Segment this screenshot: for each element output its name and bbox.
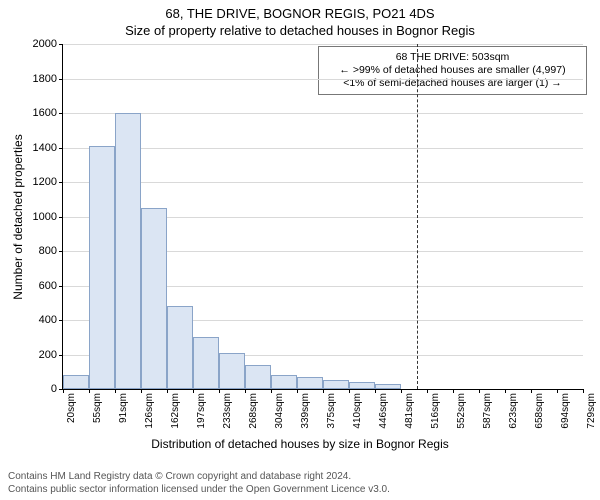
gridline — [63, 148, 583, 149]
annotation-box: 68 THE DRIVE: 503sqm ← >99% of detached … — [318, 46, 587, 95]
xtick-mark — [167, 389, 168, 393]
ytick-label: 0 — [51, 383, 63, 395]
y-axis-label: Number of detached properties — [11, 134, 25, 299]
ytick-label: 800 — [39, 245, 63, 257]
xtick-mark — [479, 389, 480, 393]
annotation-line-2: ← >99% of detached houses are smaller (4… — [325, 64, 580, 77]
xtick-label: 268sqm — [248, 393, 259, 429]
histogram-bar — [115, 113, 141, 389]
xtick-mark — [349, 389, 350, 393]
gridline — [63, 79, 583, 80]
histogram-bar — [323, 380, 349, 389]
gridline — [63, 113, 583, 114]
xtick-mark — [63, 389, 64, 393]
ytick-label: 1600 — [33, 107, 63, 119]
histogram-bar — [167, 306, 193, 389]
histogram-bar — [245, 365, 271, 389]
chart-title: 68, THE DRIVE, BOGNOR REGIS, PO21 4DS — [0, 6, 600, 21]
xtick-mark — [557, 389, 558, 393]
xtick-label: 729sqm — [586, 393, 597, 429]
xtick-mark — [505, 389, 506, 393]
ytick-label: 600 — [39, 280, 63, 292]
gridline — [63, 44, 583, 45]
xtick-label: 162sqm — [170, 393, 181, 429]
xtick-label: 694sqm — [560, 393, 571, 429]
ytick-label: 1200 — [33, 176, 63, 188]
reference-vline — [417, 44, 418, 389]
xtick-mark — [89, 389, 90, 393]
histogram-bar — [63, 375, 89, 389]
xtick-mark — [427, 389, 428, 393]
xtick-label: 55sqm — [92, 393, 103, 423]
attribution-line-2: Contains public sector information licen… — [8, 484, 390, 497]
xtick-mark — [219, 389, 220, 393]
xtick-mark — [453, 389, 454, 393]
histogram-bar — [375, 384, 401, 389]
xtick-mark — [375, 389, 376, 393]
histogram-bar — [297, 377, 323, 389]
xtick-label: 91sqm — [118, 393, 129, 423]
ytick-label: 1800 — [33, 73, 63, 85]
xtick-label: 516sqm — [430, 393, 441, 429]
xtick-label: 339sqm — [300, 393, 311, 429]
ytick-label: 1400 — [33, 142, 63, 154]
histogram-bar — [193, 337, 219, 389]
attribution-footer: Contains HM Land Registry data © Crown c… — [8, 471, 390, 496]
xtick-mark — [323, 389, 324, 393]
annotation-line-1: 68 THE DRIVE: 503sqm — [325, 51, 580, 64]
xtick-label: 375sqm — [326, 393, 337, 429]
xtick-label: 658sqm — [534, 393, 545, 429]
ytick-label: 200 — [39, 349, 63, 361]
xtick-label: 410sqm — [352, 393, 363, 429]
xtick-mark — [271, 389, 272, 393]
xtick-mark — [115, 389, 116, 393]
x-axis-label: Distribution of detached houses by size … — [0, 437, 600, 451]
histogram-bar — [271, 375, 297, 389]
xtick-label: 126sqm — [144, 393, 155, 429]
xtick-mark — [141, 389, 142, 393]
ytick-label: 400 — [39, 314, 63, 326]
plot-area: 68 THE DRIVE: 503sqm ← >99% of detached … — [62, 44, 583, 390]
ytick-label: 1000 — [33, 211, 63, 223]
xtick-label: 304sqm — [274, 393, 285, 429]
xtick-mark — [583, 389, 584, 393]
xtick-mark — [297, 389, 298, 393]
xtick-label: 446sqm — [378, 393, 389, 429]
xtick-label: 552sqm — [456, 393, 467, 429]
xtick-label: 197sqm — [196, 393, 207, 429]
attribution-line-1: Contains HM Land Registry data © Crown c… — [8, 471, 390, 484]
histogram-bar — [89, 146, 115, 389]
histogram-bar — [141, 208, 167, 389]
chart-container: 68, THE DRIVE, BOGNOR REGIS, PO21 4DS Si… — [0, 0, 600, 500]
xtick-label: 233sqm — [222, 393, 233, 429]
xtick-label: 623sqm — [508, 393, 519, 429]
xtick-label: 20sqm — [66, 393, 77, 423]
xtick-mark — [531, 389, 532, 393]
xtick-label: 587sqm — [482, 393, 493, 429]
xtick-label: 481sqm — [404, 393, 415, 429]
histogram-bar — [219, 353, 245, 389]
xtick-mark — [245, 389, 246, 393]
xtick-mark — [401, 389, 402, 393]
ytick-label: 2000 — [33, 38, 63, 50]
xtick-mark — [193, 389, 194, 393]
chart-subtitle: Size of property relative to detached ho… — [0, 23, 600, 38]
histogram-bar — [349, 382, 375, 389]
gridline — [63, 182, 583, 183]
